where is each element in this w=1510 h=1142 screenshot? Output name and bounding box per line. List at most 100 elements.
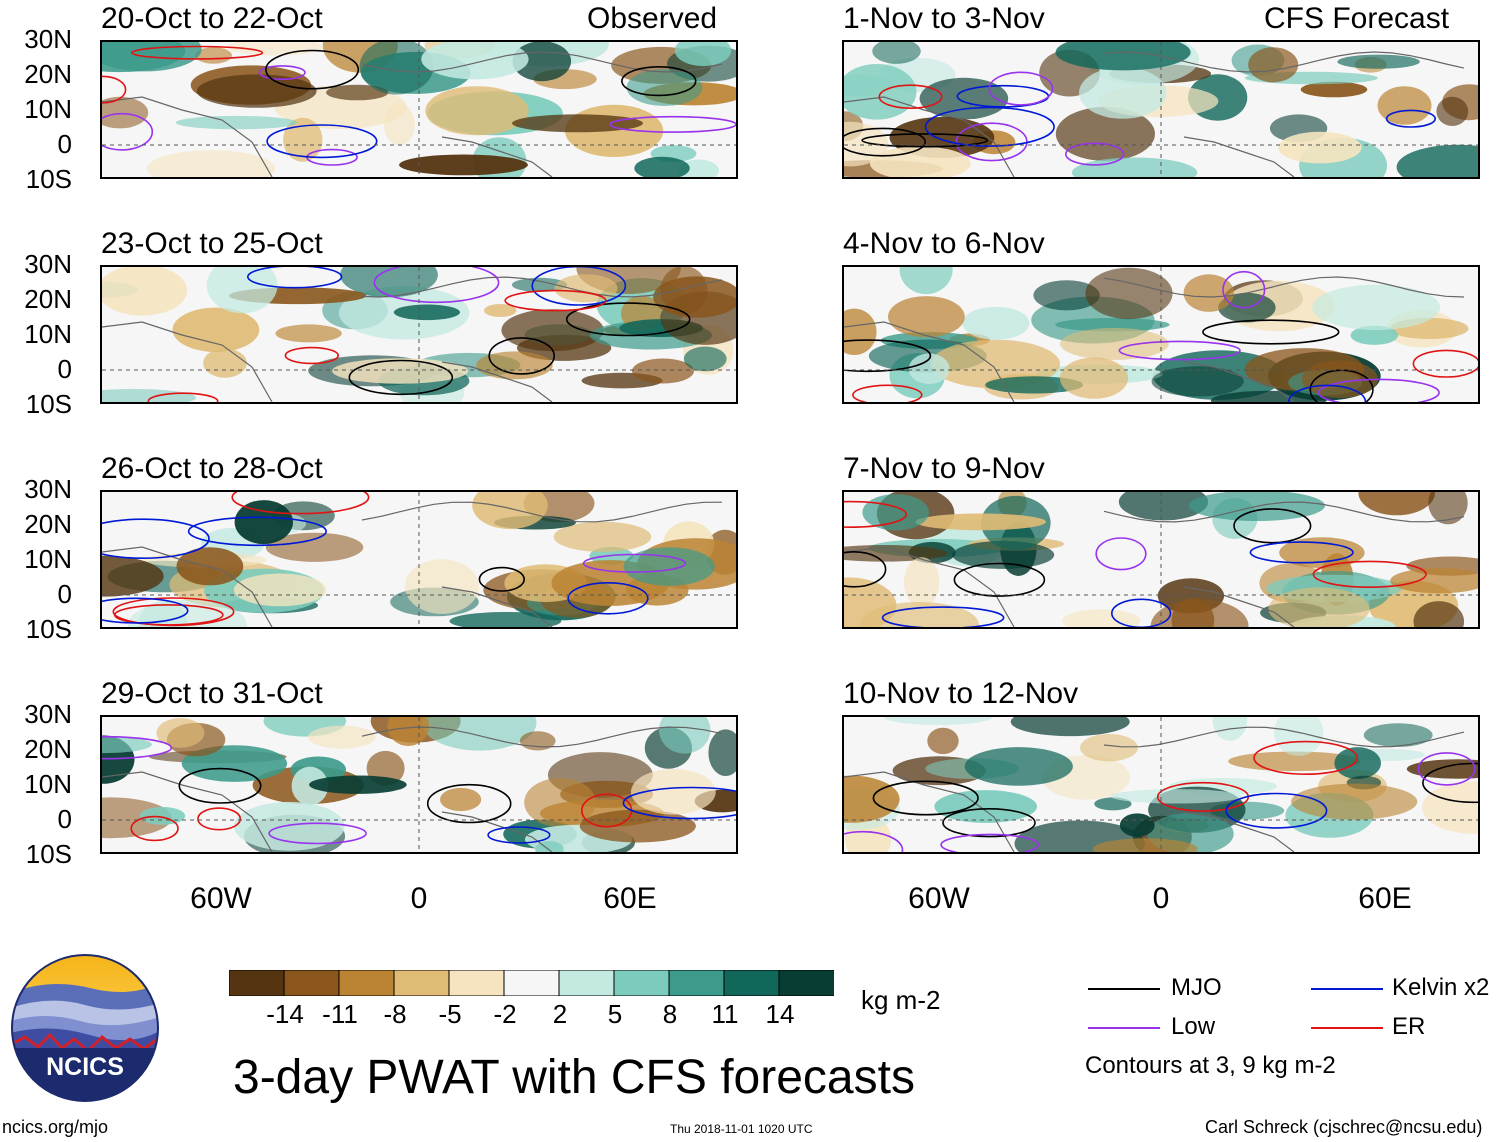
wave-contour: [861, 133, 989, 148]
wave-contour: [872, 780, 979, 816]
pwat-anomaly-blob: [919, 77, 1009, 120]
pwat-anomaly-blob: [1059, 357, 1129, 399]
pwat-anomaly-blob: [985, 376, 1084, 394]
pwat-anomaly-blob: [326, 84, 389, 101]
coastline: [1103, 726, 1465, 748]
y-tick-20n: 20N: [24, 59, 72, 89]
y-tick-10n: 10N: [24, 94, 72, 124]
pwat-anomaly-blob: [632, 358, 694, 384]
pwat-anomaly-blob: [872, 42, 921, 64]
footer-timestamp: Thu 2018-11-01 1020 UTC: [670, 1122, 813, 1136]
pwat-anomaly-blob: [175, 115, 298, 130]
coastline: [844, 96, 1015, 177]
map-panel-fc-1: [842, 40, 1480, 179]
y-tick-10s: 10S: [25, 164, 72, 194]
pwat-anomaly-blob: [859, 602, 979, 627]
wave-contour: [197, 807, 242, 831]
wave-contour: [1111, 598, 1172, 627]
pwat-anomaly-blob: [1080, 734, 1138, 762]
legend-line-er: [1311, 1027, 1383, 1029]
pwat-anomaly-blob: [1390, 568, 1478, 594]
legend-label-low: Low: [1171, 1013, 1216, 1040]
pwat-heatmap: [844, 267, 1478, 402]
x-tick-60w: 60W: [190, 882, 252, 915]
pwat-anomaly-blob: [659, 717, 711, 754]
wave-contour: [1118, 340, 1241, 361]
pwat-anomaly-blob: [1268, 587, 1370, 627]
pwat-anomaly-blob: [844, 64, 917, 120]
pwat-anomaly-blob: [387, 717, 430, 746]
pwat-anomaly-blob: [862, 494, 929, 531]
coastline: [361, 51, 723, 73]
colorbar-swatch: [503, 969, 560, 997]
pwat-anomaly-blob: [1413, 601, 1465, 627]
wave-contour: [187, 516, 327, 547]
wave-contour: [1253, 740, 1358, 776]
pwat-anomaly-blob: [1312, 284, 1441, 330]
pwat-anomaly-blob: [440, 787, 482, 812]
pwat-anomaly-blob: [399, 154, 528, 176]
wave-contour: [531, 267, 627, 306]
pwat-anomaly-blob: [1278, 131, 1362, 164]
coastline: [1183, 811, 1295, 852]
x-tick-60w: 60W: [908, 882, 970, 915]
panel-title-obs-2: 23-Oct to 25-Oct: [101, 227, 323, 260]
pwat-anomaly-blob: [869, 146, 971, 177]
pwat-anomaly-blob: [915, 513, 1046, 531]
pwat-anomaly-blob: [1291, 783, 1418, 820]
wave-contour: [582, 553, 687, 573]
pwat-anomaly-blob: [631, 769, 716, 815]
cfs-forecast-header: CFS Forecast: [1264, 2, 1450, 35]
panel-title-obs-3: 26-Oct to 28-Oct: [101, 452, 323, 485]
y-tick-20n: 20N: [24, 509, 72, 539]
pwat-anomaly-blob: [678, 159, 719, 177]
pwat-anomaly-blob: [1171, 598, 1215, 627]
wave-contour: [1065, 142, 1125, 166]
pwat-anomaly-blob: [156, 718, 205, 748]
pwat-anomaly-blob: [1094, 797, 1132, 811]
pwat-anomaly-blob: [1055, 42, 1191, 71]
map-panel-obs-1: [100, 40, 738, 179]
wave-contour: [130, 815, 179, 842]
coastline: [441, 136, 553, 177]
pwat-anomaly-blob: [903, 557, 940, 608]
wave-contour: [1312, 560, 1427, 589]
wave-contour: [268, 822, 367, 845]
colorbar-swatch: [558, 969, 615, 997]
pwat-anomaly-blob: [425, 86, 529, 136]
y-tick-20n: 20N: [24, 734, 72, 764]
pwat-anomaly-blob: [1085, 267, 1173, 320]
colorbar-label: -14: [266, 999, 304, 1029]
wave-contour: [1249, 541, 1354, 564]
wave-contour: [348, 359, 454, 396]
pwat-anomaly-blob: [102, 388, 197, 402]
pwat-anomaly-blob: [102, 555, 164, 597]
y-tick-10s: 10S: [25, 389, 72, 419]
pwat-heatmap: [102, 492, 736, 627]
wave-contour: [147, 392, 219, 402]
wave-contour: [102, 112, 154, 151]
wave-contour: [565, 302, 691, 337]
pwat-anomaly-blob: [1092, 838, 1198, 852]
coastline: [441, 811, 553, 852]
map-panel-obs-4: [100, 715, 738, 854]
colorbar-swatch: [778, 969, 835, 997]
footer-url[interactable]: ncics.org/mjo: [2, 1117, 109, 1137]
pwat-anomaly-blob: [1422, 781, 1478, 834]
pwat-anomaly-blob: [340, 267, 438, 298]
ncics-logo[interactable]: NCICS: [10, 953, 160, 1103]
pwat-anomaly-blob: [1337, 54, 1420, 69]
pwat-anomaly-blob: [472, 492, 548, 530]
x-tick-0: 0: [410, 882, 428, 915]
pwat-anomaly-blob: [930, 339, 1061, 389]
pwat-anomaly-blob: [1119, 813, 1155, 837]
y-tick-20n: 20N: [24, 284, 72, 314]
panel-title-obs-4: 29-Oct to 31-Oct: [101, 677, 323, 710]
wave-contour: [426, 783, 512, 824]
colorbar-label: 5: [607, 999, 623, 1029]
y-tick-30n: 30N: [24, 699, 72, 729]
pwat-anomaly-blob: [1279, 537, 1365, 569]
pwat-anomaly-blob: [139, 807, 186, 825]
wave-contour: [1222, 270, 1266, 309]
pwat-anomaly-blob: [233, 573, 327, 607]
